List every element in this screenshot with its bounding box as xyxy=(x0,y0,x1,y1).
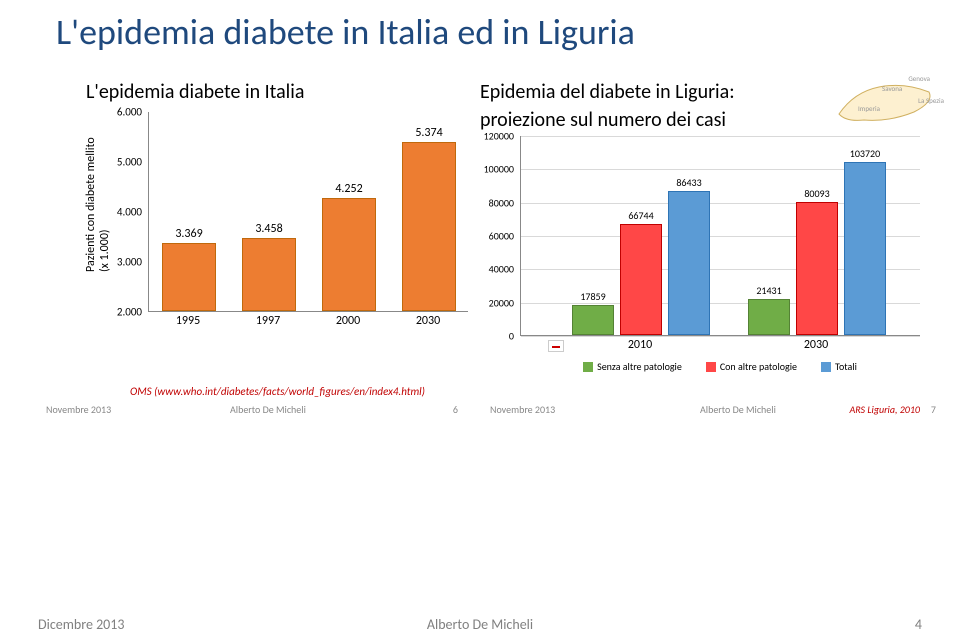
y-tick: 6.000 xyxy=(117,106,142,119)
bar xyxy=(572,305,614,335)
left-source-text: OMS (www.who.int/diabetes/facts/world_fi… xyxy=(130,385,425,398)
right-chart: 020000400006000080000100000120000 178596… xyxy=(520,136,930,366)
legend-swatch xyxy=(583,362,593,372)
bar xyxy=(242,238,296,311)
right-legend: Senza altre patologie Con altre patologie… xyxy=(520,360,920,373)
legend-item: Senza altre patologie xyxy=(583,360,682,373)
slide-footer-date: Dicembre 2013 xyxy=(38,616,124,633)
bar xyxy=(620,224,662,335)
right-chart-title-l1: Epidemia del diabete in Liguria: xyxy=(480,80,930,104)
bar xyxy=(402,142,456,311)
bar-value-label: 3.369 xyxy=(159,227,219,241)
bar-value-label: 21431 xyxy=(744,284,794,297)
legend-swatch xyxy=(706,362,716,372)
y-tick: 4.000 xyxy=(117,206,142,219)
flag-icon xyxy=(548,340,564,352)
bar-value-label: 80093 xyxy=(792,187,842,200)
right-source-text: ARS Liguria, 2010 xyxy=(849,403,920,416)
gridline xyxy=(521,136,920,137)
bar-value-label: 4.252 xyxy=(319,182,379,196)
bar xyxy=(322,198,376,311)
legend-label: Senza altre patologie xyxy=(597,360,682,373)
y-tick: 80000 xyxy=(489,196,514,209)
page-title: L'epidemia diabete in Italia ed in Ligur… xyxy=(56,10,635,54)
x-tick-label: 2030 xyxy=(416,314,440,328)
left-footer-date: Novembre 2013 xyxy=(46,403,111,416)
y-tick: 5.000 xyxy=(117,156,142,169)
legend-item: Totali xyxy=(821,360,857,373)
left-chart: Pazienti con diabete mellito(x 1.000) 2.… xyxy=(86,112,470,352)
legend-label: Totali xyxy=(835,360,857,373)
left-footer-author: Alberto De Micheli xyxy=(230,403,306,416)
right-chart-panel: Epidemia del diabete in Liguria: proiezi… xyxy=(480,80,930,420)
right-footer-page: 7 xyxy=(931,403,936,416)
bar xyxy=(796,202,838,335)
y-tick: 100000 xyxy=(484,163,514,176)
legend-swatch xyxy=(821,362,831,372)
bar-value-label: 5.374 xyxy=(399,126,459,140)
y-tick: 40000 xyxy=(489,263,514,276)
y-tick: 0 xyxy=(509,330,514,343)
x-tick-label: 2030 xyxy=(804,338,828,352)
left-chart-title: L'epidemia diabete in Italia xyxy=(86,80,470,104)
x-tick-label: 2000 xyxy=(336,314,360,328)
gridline xyxy=(521,336,920,337)
legend-item: Con altre patologie xyxy=(706,360,797,373)
bar-value-label: 66744 xyxy=(616,209,666,222)
bar-value-label: 103720 xyxy=(840,147,890,160)
bar xyxy=(162,243,216,311)
bar xyxy=(748,299,790,335)
y-tick: 3.000 xyxy=(117,256,142,269)
right-footer-author: Alberto De Micheli xyxy=(700,403,776,416)
y-tick: 120000 xyxy=(484,130,514,143)
x-tick-label: 2010 xyxy=(628,338,652,352)
bar-value-label: 17859 xyxy=(568,290,618,303)
legend-label: Con altre patologie xyxy=(720,360,797,373)
left-y-ticks: 2.000 3.000 4.000 5.000 6.000 xyxy=(116,112,146,312)
y-tick: 20000 xyxy=(489,296,514,309)
left-plot-area: 3.369 3.458 4.252 5.374 xyxy=(148,112,468,312)
left-footer-page: 6 xyxy=(453,403,458,416)
right-y-ticks: 020000400006000080000100000120000 xyxy=(480,136,518,336)
bar-value-label: 3.458 xyxy=(239,222,299,236)
right-plot-area: 17859 66744 86433 21431 80093 103720 xyxy=(520,136,920,336)
y-tick: 2.000 xyxy=(117,306,142,319)
bar-value-label: 86433 xyxy=(664,176,714,189)
x-tick-label: 1997 xyxy=(256,314,280,328)
y-tick: 60000 xyxy=(489,230,514,243)
slide-footer-page: 4 xyxy=(915,616,922,633)
left-y-axis-label: Pazienti con diabete mellito(x 1.000) xyxy=(84,137,112,272)
left-chart-panel: L'epidemia diabete in Italia Pazienti co… xyxy=(30,80,470,420)
x-tick-label: 1995 xyxy=(176,314,200,328)
right-footer-date: Novembre 2013 xyxy=(490,403,555,416)
bar xyxy=(844,162,886,335)
right-chart-title-l2: proiezione sul numero dei casi xyxy=(480,108,930,132)
slide-footer-author: Alberto De Micheli xyxy=(427,616,533,633)
bar xyxy=(668,191,710,335)
